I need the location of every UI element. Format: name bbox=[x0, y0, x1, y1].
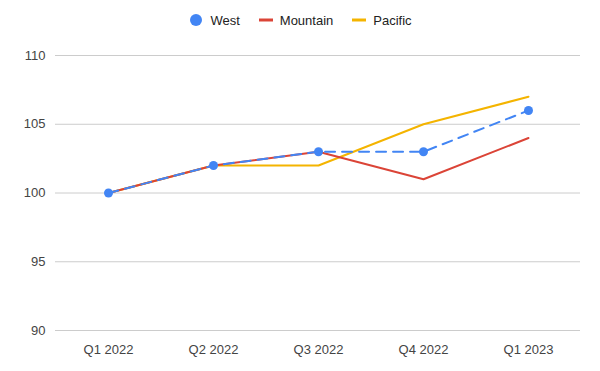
svg-text:100: 100 bbox=[24, 185, 46, 200]
svg-text:90: 90 bbox=[31, 323, 45, 338]
html-text:West: West bbox=[210, 12, 240, 28]
svg-text:Q3 2022: Q3 2022 bbox=[294, 342, 344, 357]
svg-text:95: 95 bbox=[31, 254, 45, 269]
html-text:Mountain: Mountain bbox=[279, 12, 334, 28]
html-text:Pacific: Pacific bbox=[373, 12, 412, 28]
svg-text:Q2 2022: Q2 2022 bbox=[189, 342, 239, 357]
svg-text:105: 105 bbox=[24, 116, 46, 131]
svg-text:Q4 2022: Q4 2022 bbox=[399, 342, 449, 357]
svg-text:Q1 2022: Q1 2022 bbox=[84, 342, 134, 357]
svg-text:Q1 2023: Q1 2023 bbox=[504, 342, 554, 357]
svg-text:110: 110 bbox=[25, 48, 46, 63]
